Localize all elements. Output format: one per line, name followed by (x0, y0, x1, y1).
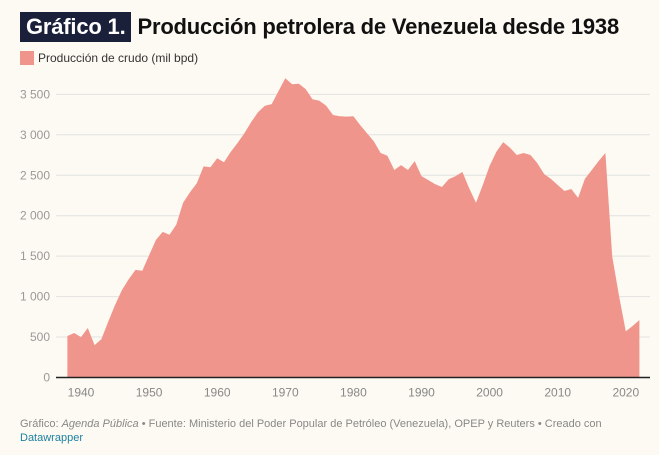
legend-label: Producción de crudo (mil bpd) (38, 51, 199, 65)
y-tick-label: 500 (30, 330, 50, 344)
chart-footer: Gráfico: Agenda Pública • Fuente: Minist… (20, 417, 640, 445)
x-tick-label: 2010 (544, 386, 571, 400)
area-layer (67, 78, 640, 378)
area-chart: 0 500 1 000 1 500 2 000 2 500 3 000 3 500 1940 19… (20, 78, 650, 400)
x-tick-label: 2020 (612, 386, 639, 400)
figure-number-badge: Gráfico 1. (20, 12, 132, 42)
x-tick-label: 1960 (204, 386, 231, 400)
chart-title: Gráfico 1. Producción petrolera de Venez… (20, 12, 619, 42)
production-area (67, 78, 640, 378)
x-tick-label: 1980 (340, 386, 367, 400)
x-tick-label: 1950 (136, 386, 163, 400)
y-tick-label: 1 000 (20, 290, 50, 304)
credit-label: Gráfico: (20, 418, 62, 430)
legend: Producción de crudo (mil bpd) (20, 51, 198, 65)
y-tick-label: 0 (43, 371, 50, 385)
x-tick-label: 1940 (68, 386, 95, 400)
x-tick-label: 2000 (476, 386, 503, 400)
datawrapper-link[interactable]: Datawrapper (20, 432, 83, 444)
axes: 0 500 1 000 1 500 2 000 2 500 3 000 3 500 1940 19… (20, 87, 650, 400)
title-text: Producción petrolera de Venezuela desde … (137, 14, 619, 39)
y-tick-label: 1 500 (20, 249, 50, 263)
x-tick-label: 1970 (272, 386, 299, 400)
y-tick-label: 3 000 (20, 128, 50, 142)
source-text: • Fuente: Ministerio del Poder Popular d… (138, 418, 602, 430)
y-tick-label: 2 500 (20, 168, 50, 182)
x-tick-label: 1990 (408, 386, 435, 400)
y-tick-label: 3 500 (20, 87, 50, 101)
y-tick-label: 2 000 (20, 209, 50, 223)
legend-swatch (20, 51, 34, 65)
credit-name: Agenda Pública (61, 418, 139, 430)
